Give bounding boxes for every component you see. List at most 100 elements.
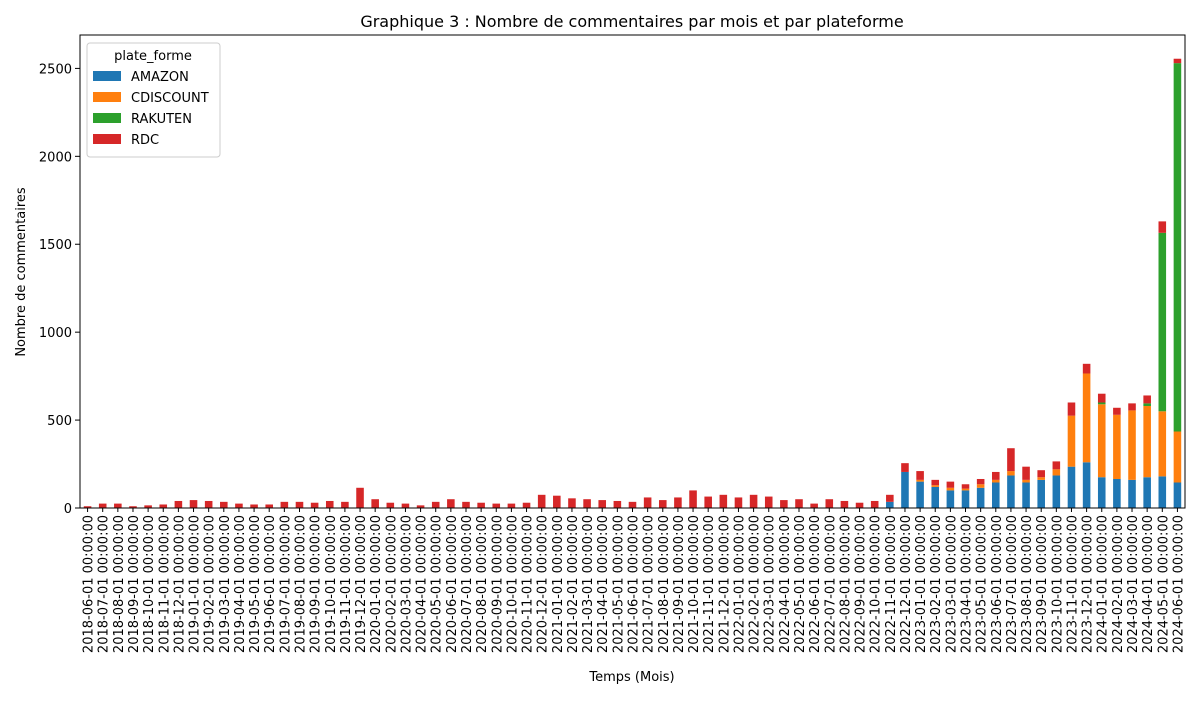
bar-segment xyxy=(1128,479,1136,508)
x-tick-label: 2020-06-01 00:00:00 xyxy=(445,515,460,653)
x-tick-label: 2020-07-01 00:00:00 xyxy=(460,515,475,653)
x-tick-label: 2021-04-01 00:00:00 xyxy=(596,515,611,653)
bar-segment xyxy=(1052,469,1061,476)
bar-segment xyxy=(174,500,183,508)
bar-segment xyxy=(401,503,410,508)
bar-segment xyxy=(886,501,894,508)
bar-segment xyxy=(204,500,213,508)
x-tick-label: 2024-06-01 00:00:00 xyxy=(1171,515,1186,653)
x-tick-label: 2024-01-01 00:00:00 xyxy=(1096,515,1111,653)
bar-segment xyxy=(310,502,319,508)
bar-segment xyxy=(719,494,728,508)
legend-swatch xyxy=(93,92,121,102)
x-tick-label: 2022-11-01 00:00:00 xyxy=(884,515,899,653)
legend-title: plate_forme xyxy=(114,49,192,64)
bar-segment xyxy=(1097,402,1106,405)
bar-segment xyxy=(992,479,1000,483)
x-tick-label: 2020-05-01 00:00:00 xyxy=(430,515,445,653)
bar-segment xyxy=(114,503,122,508)
bar-segment xyxy=(916,479,924,482)
x-tick-label: 2021-12-01 00:00:00 xyxy=(717,515,732,653)
bar-segment xyxy=(1007,448,1015,472)
bar-segment xyxy=(159,504,168,508)
x-tick-label: 2023-03-01 00:00:00 xyxy=(944,515,959,653)
x-tick-label: 2023-10-01 00:00:00 xyxy=(1050,515,1065,653)
x-tick-label: 2018-08-01 00:00:00 xyxy=(112,515,127,653)
bar-segment xyxy=(764,496,773,508)
bar-segment xyxy=(961,484,970,489)
x-tick-label: 2018-11-01 00:00:00 xyxy=(157,515,172,653)
bar-segment xyxy=(658,500,667,508)
x-tick-label: 2021-06-01 00:00:00 xyxy=(627,515,642,653)
x-tick-label: 2024-05-01 00:00:00 xyxy=(1156,515,1171,653)
bar-segment xyxy=(537,494,546,508)
bar-segment xyxy=(129,506,137,508)
x-tick-label: 2022-05-01 00:00:00 xyxy=(793,515,808,653)
bar-segment xyxy=(1052,461,1061,470)
bar-segment xyxy=(1067,402,1076,416)
bar-segment xyxy=(628,501,637,508)
y-tick-label: 1000 xyxy=(39,326,72,341)
bar-segment xyxy=(976,487,985,508)
bar-segment xyxy=(931,479,940,486)
bar-segment xyxy=(1113,414,1121,479)
x-tick-label: 2022-12-01 00:00:00 xyxy=(899,515,914,653)
x-tick-label: 2019-12-01 00:00:00 xyxy=(354,515,369,653)
legend-swatch xyxy=(93,71,121,81)
bar-segment xyxy=(144,505,152,508)
bar-segment xyxy=(1097,404,1106,478)
bar-segment xyxy=(674,497,682,508)
x-tick-label: 2022-09-01 00:00:00 xyxy=(854,515,869,653)
bar-segment xyxy=(1173,63,1182,432)
legend-swatch xyxy=(93,113,121,123)
bar-segment xyxy=(462,501,470,508)
bar-segment xyxy=(1037,479,1045,508)
bar-segment xyxy=(840,500,849,508)
x-axis-label: Temps (Mois) xyxy=(588,670,674,685)
x-tick-label: 2022-06-01 00:00:00 xyxy=(808,515,823,653)
bar-segment xyxy=(371,499,379,508)
bar-segment xyxy=(931,485,940,487)
bar-segment xyxy=(1037,477,1045,480)
bar-segment xyxy=(613,500,622,508)
x-tick-label: 2023-06-01 00:00:00 xyxy=(990,515,1005,653)
bar-segment xyxy=(265,504,273,508)
x-tick-label: 2019-10-01 00:00:00 xyxy=(324,515,339,653)
bar-segment xyxy=(901,463,909,472)
y-tick-label: 1500 xyxy=(39,238,72,253)
x-tick-label: 2019-09-01 00:00:00 xyxy=(309,515,324,653)
bar-segment xyxy=(1158,221,1167,233)
bar-segment xyxy=(568,498,576,508)
bar-segment xyxy=(492,503,501,508)
bar-segment xyxy=(1052,475,1061,508)
bar-segment xyxy=(749,494,758,508)
bar-segment xyxy=(1143,477,1151,508)
bar-segment xyxy=(583,499,591,508)
bar-segment xyxy=(689,490,697,508)
bar-segment xyxy=(1067,415,1076,467)
bar-segment xyxy=(325,500,334,508)
x-tick-label: 2020-10-01 00:00:00 xyxy=(505,515,520,653)
x-tick-label: 2019-11-01 00:00:00 xyxy=(339,515,354,653)
x-tick-label: 2023-12-01 00:00:00 xyxy=(1081,515,1096,653)
bar-segment xyxy=(1037,470,1045,478)
x-tick-label: 2020-08-01 00:00:00 xyxy=(475,515,490,653)
bar-segment xyxy=(1128,410,1136,480)
x-tick-label: 2022-10-01 00:00:00 xyxy=(869,515,884,653)
x-tick-label: 2022-07-01 00:00:00 xyxy=(823,515,838,653)
bar-segment xyxy=(855,502,864,508)
bar-segment xyxy=(931,486,940,508)
bar-segment xyxy=(734,497,743,508)
chart-title: Graphique 3 : Nombre de commentaires par… xyxy=(360,12,903,31)
bar-segment xyxy=(992,471,1000,480)
x-tick-label: 2022-08-01 00:00:00 xyxy=(838,515,853,653)
bar-segment xyxy=(901,471,909,508)
legend-label: CDISCOUNT xyxy=(131,91,209,106)
bar-segment xyxy=(946,481,955,488)
x-tick-label: 2020-03-01 00:00:00 xyxy=(399,515,414,653)
y-tick-label: 2500 xyxy=(39,62,72,77)
x-tick-label: 2019-07-01 00:00:00 xyxy=(278,515,293,653)
bar-segment xyxy=(916,481,924,508)
x-tick-label: 2019-06-01 00:00:00 xyxy=(263,515,278,653)
x-tick-label: 2023-05-01 00:00:00 xyxy=(975,515,990,653)
